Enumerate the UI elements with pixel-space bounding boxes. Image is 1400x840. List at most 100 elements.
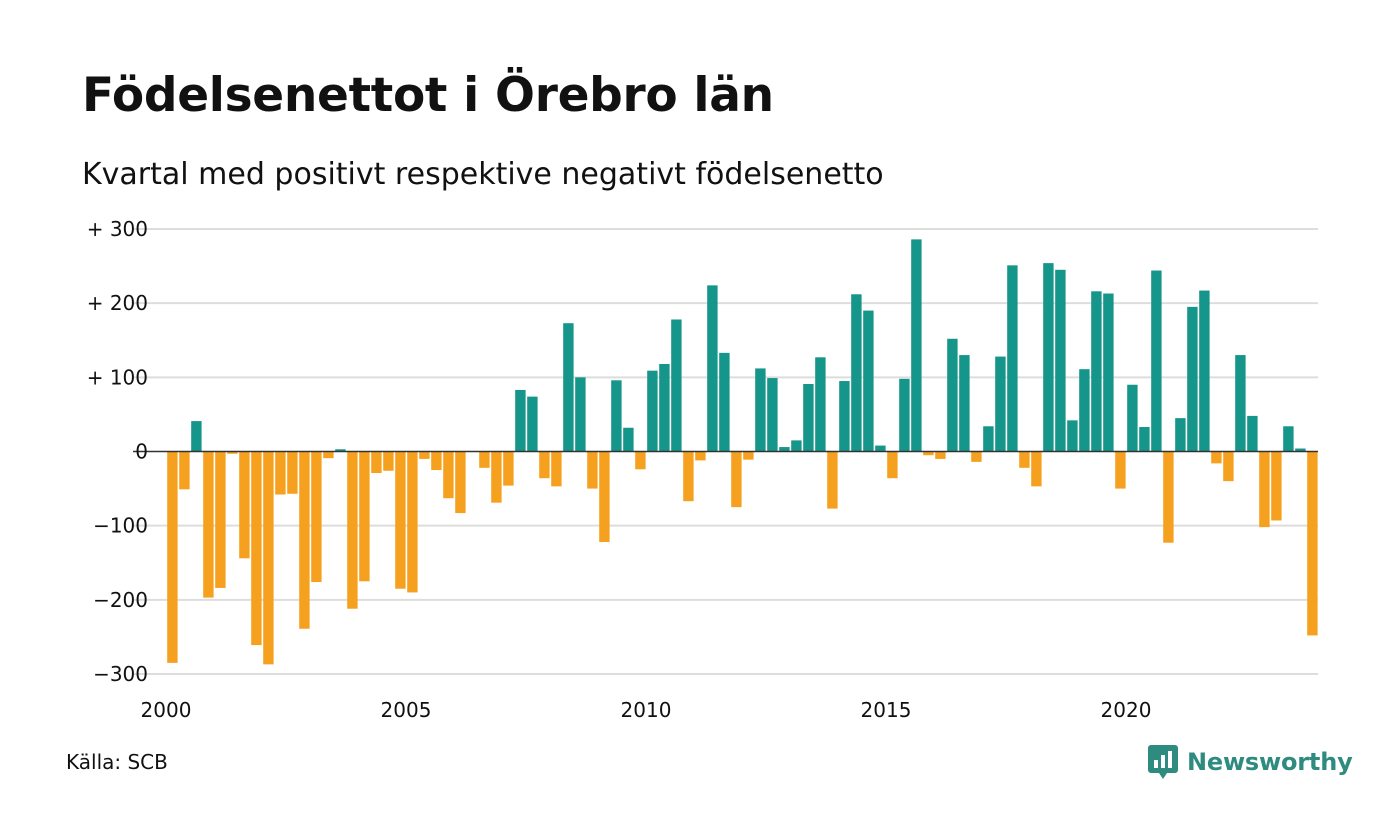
bar [359,451,370,582]
bar [623,427,634,452]
bar [251,451,262,646]
bar [779,447,790,452]
y-axis-tick-labels: + 300 + 200 + 100 0 −100 −200 −300 [87,217,148,686]
bar [1187,306,1198,452]
bar [443,451,454,499]
bar [179,451,190,490]
bar [239,451,250,559]
bar [743,451,754,460]
bar [515,389,526,452]
source-note: Källa: SCB [66,750,168,774]
bar [1211,451,1222,464]
bar [527,396,538,452]
bar [851,294,862,452]
bar [1151,270,1162,452]
bar [491,451,502,503]
bar [1295,448,1306,452]
bar [719,352,730,452]
bar [1271,451,1282,521]
bar [503,451,514,486]
bar [1235,355,1246,452]
bar [1307,451,1318,636]
bar [911,239,922,452]
bar [215,451,226,588]
bar [875,445,886,452]
y-tick-label: −100 [93,514,148,538]
bar [455,451,466,514]
bar [1103,293,1114,452]
newsworthy-logo: Newsworthy [1148,744,1353,780]
bar [1139,427,1150,452]
bar [1223,451,1234,482]
bar [335,449,346,452]
bar [695,451,706,461]
bar [191,421,202,452]
bars [167,239,1318,665]
bar [1055,269,1066,452]
bar [371,451,382,474]
bar [1043,263,1054,452]
y-tick-label: −300 [93,662,148,686]
bar [887,451,898,479]
bar [407,451,418,593]
x-axis-tick-labels: 2000 2005 2010 2015 2020 [141,698,1152,722]
bar [563,323,574,452]
bar [1079,369,1090,452]
bar [347,451,358,609]
bar [311,451,322,583]
bar [647,370,658,452]
x-tick-label: 2015 [861,698,912,722]
bar [983,426,994,452]
bar [419,451,430,459]
bar [971,451,982,462]
bar [1163,451,1174,543]
bar [935,451,946,459]
bar [731,451,742,508]
y-tick-label: + 100 [87,365,148,389]
bar [959,355,970,452]
bar [1283,426,1294,452]
bar [575,377,586,452]
bar [611,380,622,452]
bar [299,451,310,629]
bar [395,451,406,589]
bar [263,451,274,665]
bar [1247,415,1258,452]
bar [431,451,442,471]
bar [1259,451,1270,528]
bar [923,451,934,456]
bar [1199,290,1210,452]
bar [947,338,958,452]
x-tick-label: 2010 [621,698,672,722]
bar [1175,418,1186,452]
x-tick-label: 2005 [381,698,432,722]
bar [767,378,778,452]
bar [671,319,682,452]
brand-name: Newsworthy [1187,748,1353,776]
bar [791,440,802,452]
y-tick-label: 0 [135,440,148,464]
chart-subtitle: Kvartal med positivt respektive negativt… [82,157,884,192]
bar [863,310,874,452]
bar [383,451,394,471]
bar [1091,291,1102,452]
bar [683,451,694,502]
bar [659,363,670,452]
bar [815,357,826,452]
bar [227,451,238,454]
newsworthy-logo-icon [1148,745,1178,779]
bar [995,356,1006,452]
bar [599,451,610,542]
bar [1127,384,1138,452]
bar [827,451,838,509]
bar [1115,451,1126,489]
bar [1007,265,1018,452]
bar [203,451,214,598]
bar [167,451,178,663]
bar [323,451,334,459]
bar [539,451,550,479]
x-tick-label: 2020 [1101,698,1152,722]
bar [1067,420,1078,452]
bar [587,451,598,489]
